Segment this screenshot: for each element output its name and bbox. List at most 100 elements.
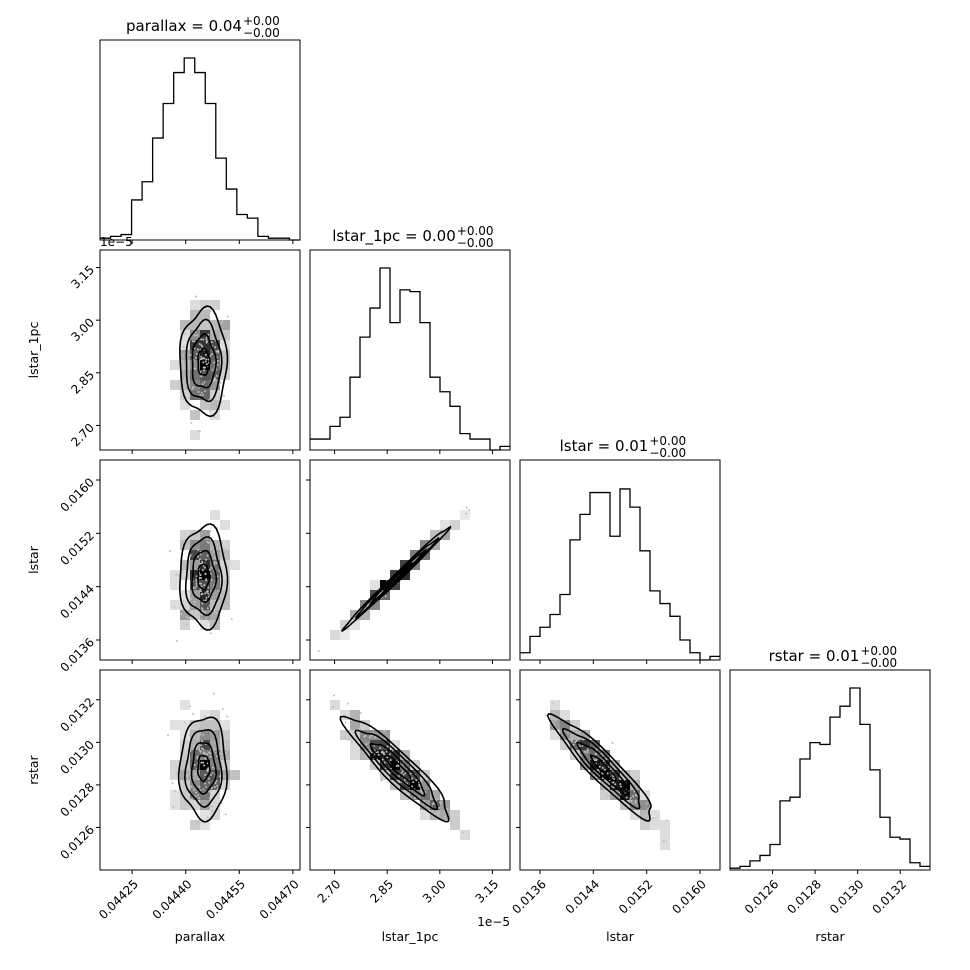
sample-point [395,783,398,786]
sample-point [213,563,216,566]
density-cell [170,570,180,580]
sample-point [189,353,192,356]
sample-point [206,406,209,409]
sample-point [402,773,405,776]
x-tick-label-rstar: 0.0126 [742,877,782,917]
sample-point [182,354,185,357]
contour-line [339,715,450,823]
x-axis-label-rstar: rstar [815,929,845,944]
sample-point [214,782,217,785]
contour-line [383,754,412,783]
density-cell [570,750,580,760]
sample-point [183,792,186,795]
sample-point [193,745,196,748]
sample-point [200,357,203,360]
density-cell [200,720,210,730]
sample-point [370,764,373,767]
histogram-step-rstar [730,687,930,869]
density-cell [330,630,340,640]
sample-point [193,340,196,343]
density-cell [580,760,590,770]
axes-frame-r2c0 [99,459,301,661]
sample-point [203,357,206,360]
density-cell [350,720,360,730]
density-cell [180,740,190,750]
histogram-bar-lstar-3 [550,615,560,661]
sample-point [215,562,218,565]
sample-point [181,768,184,771]
histogram-bar-lstar_1pc-9 [400,290,410,450]
sample-point [202,733,205,736]
sample-point [593,759,596,762]
axes-frame-r2c1 [309,459,511,661]
histogram-bar-lstar_1pc-10 [410,292,420,450]
panel-title-parallax: parallax = 0.04 [126,17,242,35]
sample-point [210,787,213,790]
density-cell [450,820,460,830]
x-tick-label-parallax: 0.04440 [150,877,195,922]
axes-frame-r3c2 [519,669,721,871]
axes-frame-r3c0 [99,669,301,871]
sample-point [186,769,189,772]
density-cell [570,730,580,740]
histogram-bar-parallax-11 [216,158,227,240]
sample-point [652,817,655,820]
sample-point [204,611,207,614]
histogram-bar-parallax-5 [153,138,164,240]
sample-point [211,771,214,774]
density-cell [200,360,210,370]
sample-point [175,573,178,576]
histogram-bar-lstar_1pc-0 [310,439,320,450]
density-cell [210,370,220,380]
sample-point [438,801,441,804]
sample-point [381,750,384,753]
sample-point [203,764,206,767]
sample-point [594,753,597,756]
x-axis-label-parallax: parallax [175,929,225,944]
sample-point [612,781,615,784]
sample-point [207,619,210,622]
sample-point [194,356,197,359]
sample-point [415,779,418,782]
density-cell [460,830,470,840]
histogram-bar-lstar-7 [590,493,600,660]
sample-point [559,731,562,734]
histogram-bar-lstar_1pc-15 [460,434,470,450]
density-cell [400,780,410,790]
sample-point [195,582,198,585]
sample-point [212,766,215,769]
sample-point [199,731,202,734]
sample-point [195,417,198,420]
sample-point [222,394,225,397]
sample-point [191,387,194,390]
sample-point [199,590,202,593]
density-cell [190,730,200,740]
sample-point [226,715,229,718]
sample-point [199,582,202,585]
histogram-bar-lstar-15 [670,616,680,660]
sample-point [196,348,199,351]
sample-point [224,813,227,816]
sample-point [184,332,187,335]
density-cell [200,750,210,760]
sample-point [200,747,203,750]
density-cell [210,550,220,560]
histogram-bar-lstar-0 [520,653,530,660]
y-tick-label-rstar: 0.0130 [57,738,97,778]
sample-point [358,728,361,731]
sample-point [188,734,191,737]
density-cell [560,740,570,750]
histogram-bar-rstar-3 [760,855,770,870]
density-cell [200,550,210,560]
sample-point [217,351,220,354]
sample-point [183,560,186,563]
density-cell [190,320,200,330]
sample-point [197,778,200,781]
sample-point [223,354,226,357]
sample-point [201,726,204,729]
density-cell [460,510,470,520]
sample-point [195,295,198,298]
histogram-bar-rstar-5 [780,801,790,870]
histogram-bar-lstar-10 [620,489,630,660]
y-tick-label-lstar_1pc: 2.85 [68,368,97,397]
